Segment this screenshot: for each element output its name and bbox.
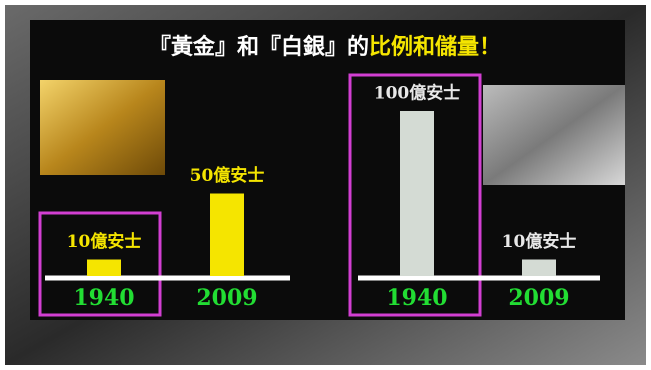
value-label: 10億安士 (502, 231, 577, 252)
value-label: 100億安士 (374, 83, 461, 104)
value-label: 50億安士 (190, 165, 265, 186)
value-label: 10億安士 (67, 231, 142, 252)
silver-image (483, 85, 625, 185)
x-tick-label: 1940 (386, 285, 447, 311)
bar (522, 259, 556, 276)
title-highlight: 比例和儲量！ (369, 34, 501, 60)
gold-image (40, 80, 165, 175)
title: 『黃金』和『白銀』的比例和儲量！ (149, 34, 501, 60)
highlight-box (348, 73, 482, 317)
bar (87, 259, 121, 276)
title-part: 『黃金』和『白銀』的 (149, 34, 369, 60)
bar (210, 193, 244, 276)
x-tick-label: 1940 (73, 285, 134, 311)
x-tick-label: 2009 (508, 285, 569, 311)
highlight-box (38, 211, 162, 317)
x-tick-label: 2009 (196, 285, 257, 311)
bar (400, 111, 434, 276)
